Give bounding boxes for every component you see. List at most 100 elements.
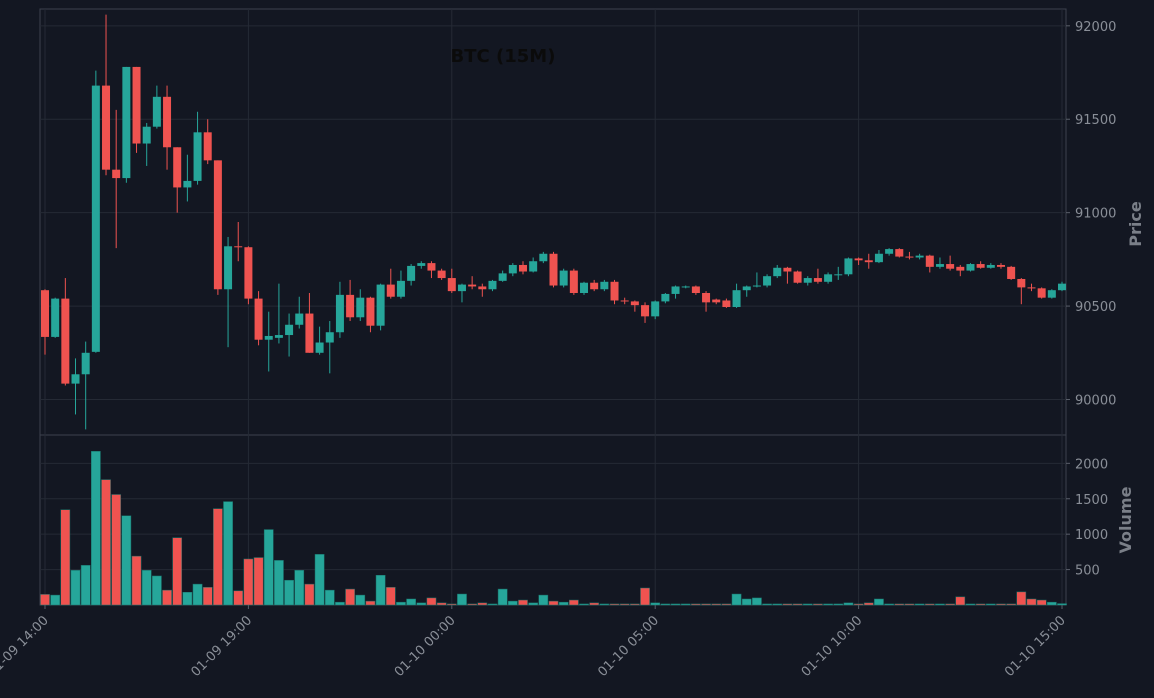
candle-body xyxy=(620,300,629,302)
y-tick-label: 91500 xyxy=(1075,113,1116,128)
price-panel xyxy=(39,8,1067,436)
candle-body xyxy=(1007,266,1016,279)
candle-body xyxy=(803,278,812,283)
volume-bar xyxy=(660,603,671,606)
candle-body xyxy=(61,298,70,384)
volume-bar xyxy=(1036,599,1047,606)
candle-body xyxy=(681,286,690,288)
candle-body xyxy=(641,305,650,317)
volume-bar xyxy=(294,570,305,606)
candle-body xyxy=(549,253,558,286)
candle-body xyxy=(610,281,619,301)
candle-body xyxy=(457,284,466,292)
volume-bar xyxy=(996,603,1006,606)
volume-bar xyxy=(670,603,681,606)
candle-body xyxy=(569,270,578,293)
volume-bar xyxy=(111,494,122,606)
candle-body xyxy=(163,96,172,148)
volume-bar xyxy=(589,602,600,606)
candle-body xyxy=(213,160,222,290)
y-axis-label: Price xyxy=(1126,201,1145,247)
candle-body xyxy=(925,255,934,267)
volume-bar xyxy=(223,501,233,606)
candle-body xyxy=(986,264,995,268)
x-tick-label: 01-10 15:00 xyxy=(1002,613,1069,680)
candle-body xyxy=(590,282,599,290)
candle-body xyxy=(813,278,822,282)
volume-bar xyxy=(40,594,50,606)
volume-bar xyxy=(60,509,71,606)
candle-body xyxy=(966,264,975,271)
volume-bar xyxy=(863,602,874,606)
volume-bar xyxy=(467,603,477,606)
volume-tick-label: 500 xyxy=(1075,564,1100,579)
volume-bar xyxy=(91,451,101,606)
candle-body xyxy=(224,246,233,290)
volume-bar xyxy=(162,589,172,606)
volume-bar xyxy=(924,603,935,606)
volume-bar xyxy=(884,603,894,606)
volume-bar xyxy=(345,588,355,606)
candle-body xyxy=(1047,290,1056,298)
volume-bar xyxy=(894,603,905,606)
volume-bar xyxy=(955,596,966,606)
candle-body xyxy=(285,324,294,336)
candle-body xyxy=(498,273,507,281)
volume-bar xyxy=(284,579,294,606)
candle-body xyxy=(325,332,334,343)
volume-bar xyxy=(518,599,528,606)
volume-bar xyxy=(630,603,640,606)
volume-bar xyxy=(833,603,844,606)
volume-bar xyxy=(50,594,61,606)
candle-body xyxy=(783,267,792,272)
volume-tick-label: 1000 xyxy=(1075,528,1108,543)
volume-bar xyxy=(314,554,325,606)
volume-bar xyxy=(843,602,854,606)
volume-bar xyxy=(141,570,152,606)
volume-tick-label: 1500 xyxy=(1075,493,1108,508)
candle-body xyxy=(142,126,151,144)
candle-body xyxy=(417,263,426,266)
volume-bar xyxy=(538,594,549,606)
candle-body xyxy=(763,276,772,286)
y-tick-label: 90000 xyxy=(1075,394,1116,409)
volume-bar xyxy=(721,603,732,606)
candle-body xyxy=(600,281,609,290)
volume-bar xyxy=(762,603,772,606)
candle-body xyxy=(539,253,548,262)
candle-body xyxy=(346,294,355,318)
volume-tick-label: 2000 xyxy=(1075,457,1108,472)
volume-bar xyxy=(457,593,467,606)
candle-body xyxy=(1058,283,1066,291)
volume-bar xyxy=(355,594,366,606)
volume-bar xyxy=(487,603,498,606)
candle-body xyxy=(691,286,700,293)
candle-body xyxy=(274,335,283,338)
volume-bar xyxy=(101,479,111,606)
candle-body xyxy=(864,260,873,263)
x-tick-label: 01-09 14:00 xyxy=(0,613,52,680)
candle-body xyxy=(112,169,121,179)
candle-body xyxy=(518,264,527,272)
candle-body xyxy=(508,264,517,274)
candle-body xyxy=(559,270,568,286)
volume-bar xyxy=(202,587,213,606)
chart-title: BTC (15M) xyxy=(451,46,556,67)
y-tick-label: 92000 xyxy=(1075,20,1116,35)
volume-bar xyxy=(263,529,274,606)
candle-body xyxy=(996,264,1005,267)
volume-bar xyxy=(1016,591,1027,606)
volume-bar xyxy=(182,592,193,606)
volume-bar xyxy=(914,603,925,606)
candle-body xyxy=(173,147,182,188)
candle-body xyxy=(905,256,914,258)
volume-bar xyxy=(782,603,793,606)
volume-bar xyxy=(711,603,722,606)
volume-bar xyxy=(823,603,833,606)
volume-bar xyxy=(731,593,742,606)
candle-body xyxy=(376,284,385,326)
x-tick-label: 01-09 19:00 xyxy=(188,613,255,680)
candle-body xyxy=(854,258,863,261)
